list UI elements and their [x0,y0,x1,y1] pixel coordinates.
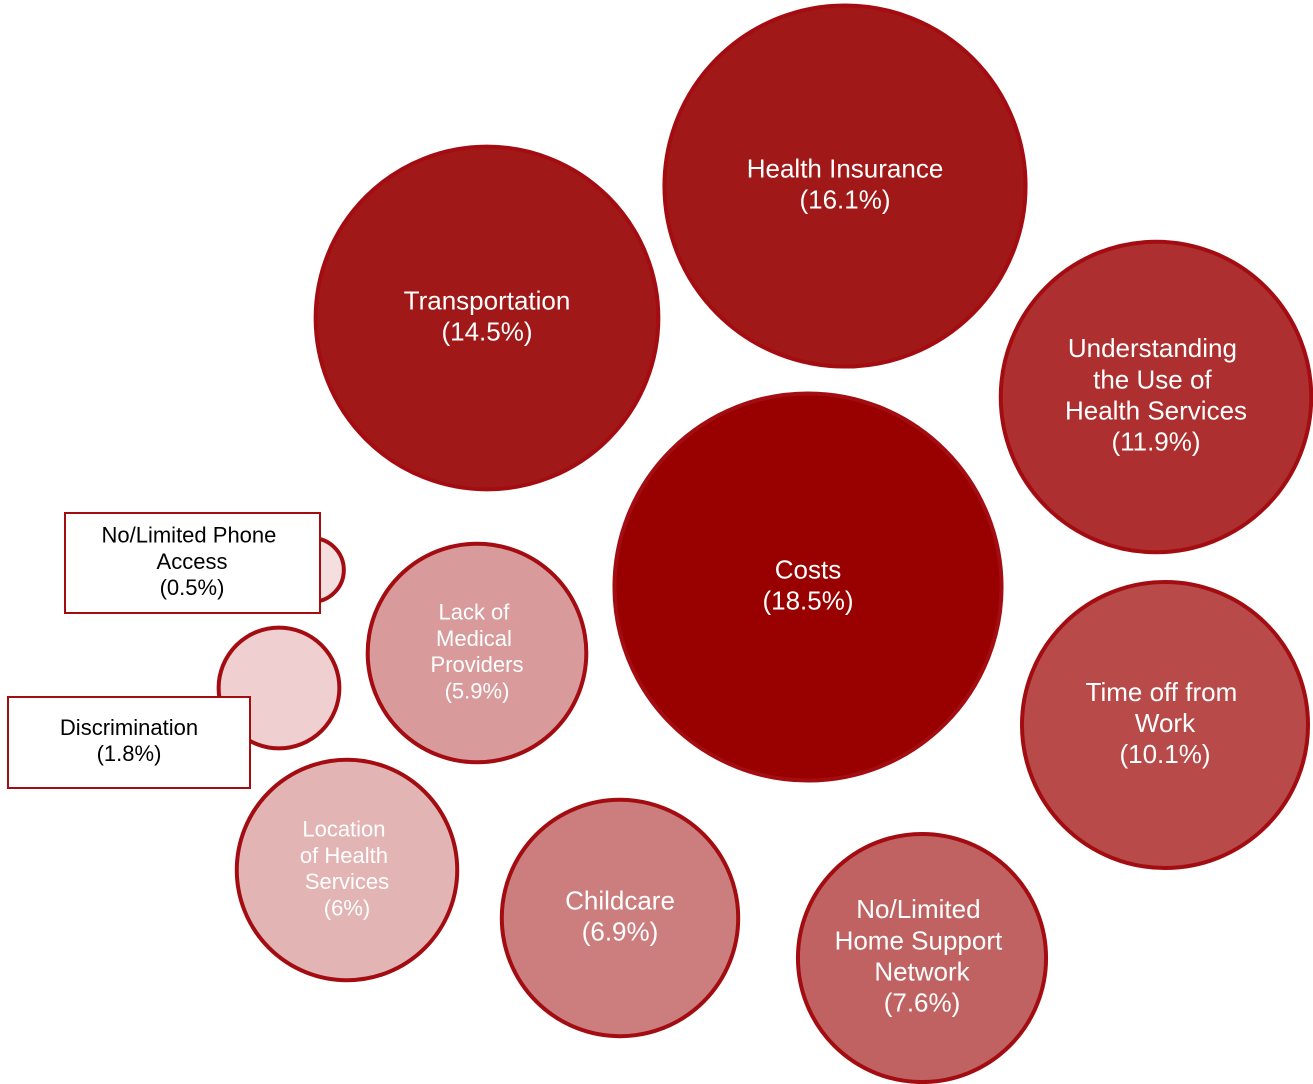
label-line: Work [1135,708,1196,738]
label-line: Medical [436,626,518,651]
label-line: Providers [431,652,524,677]
value-label: (7.6%) [884,988,961,1018]
value-label: (6.9%) [582,916,659,946]
callout-box [64,512,321,614]
bubble-label: Lack of Medical Providers [431,599,524,677]
bubble [612,391,1004,783]
bubble-label: Transportation [404,285,571,315]
bubble [998,239,1313,555]
label-line: Network [874,956,970,986]
label-line: Services [305,869,389,894]
value-label: (5.9%) [445,678,510,703]
bubble-label: No/Limited Home Support Network [835,894,1010,986]
value-label: (11.9%) [1111,427,1200,457]
bubble [365,541,589,765]
value-label: (0.5%) [160,575,225,600]
bubble-label: Time off from Work [1086,677,1245,738]
bubble-label: Health Insurance [747,153,944,183]
bubble [1019,579,1311,871]
label-line: Understanding [1068,333,1244,363]
value-label: (6%) [324,895,370,920]
label-line: Childcare [565,885,675,915]
bubble [662,3,1028,369]
value-label: (1.8%) [97,741,162,766]
value-label: (10.1%) [1119,739,1210,769]
label-line: Discrimination [60,715,198,740]
bubble [313,144,661,492]
bubble-label: Childcare [565,885,675,915]
bubble-label: Understanding the Use of Health Services [1065,333,1247,425]
value-label: (16.1%) [799,184,890,214]
label-line: No/Limited Phone [102,522,283,547]
bubble [499,797,741,1039]
bubble-label: Discrimination [60,715,198,740]
value-label: (14.5%) [441,316,532,346]
label-line: Health Insurance [747,153,944,183]
label-line: Time off from [1086,677,1245,707]
label-line: Location [302,816,391,841]
callout-box [7,696,251,789]
label-line: the Use of [1093,364,1219,394]
label-line: Health Services [1065,395,1247,425]
label-line: of Health [300,843,394,868]
bubble [234,757,460,983]
label-line: Lack of [438,599,515,624]
label-line: Transportation [404,285,571,315]
label-line: Home Support [835,925,1010,955]
bubble [795,831,1049,1084]
value-label: (18.5%) [762,585,853,615]
bubble-label: Location of Health Services [300,816,394,894]
bubble-label: No/Limited Phone Access [102,522,283,573]
bubble-label: Costs [775,554,841,584]
label-line: Access [157,549,228,574]
label-line: Costs [775,554,841,584]
label-line: No/Limited [856,894,988,924]
